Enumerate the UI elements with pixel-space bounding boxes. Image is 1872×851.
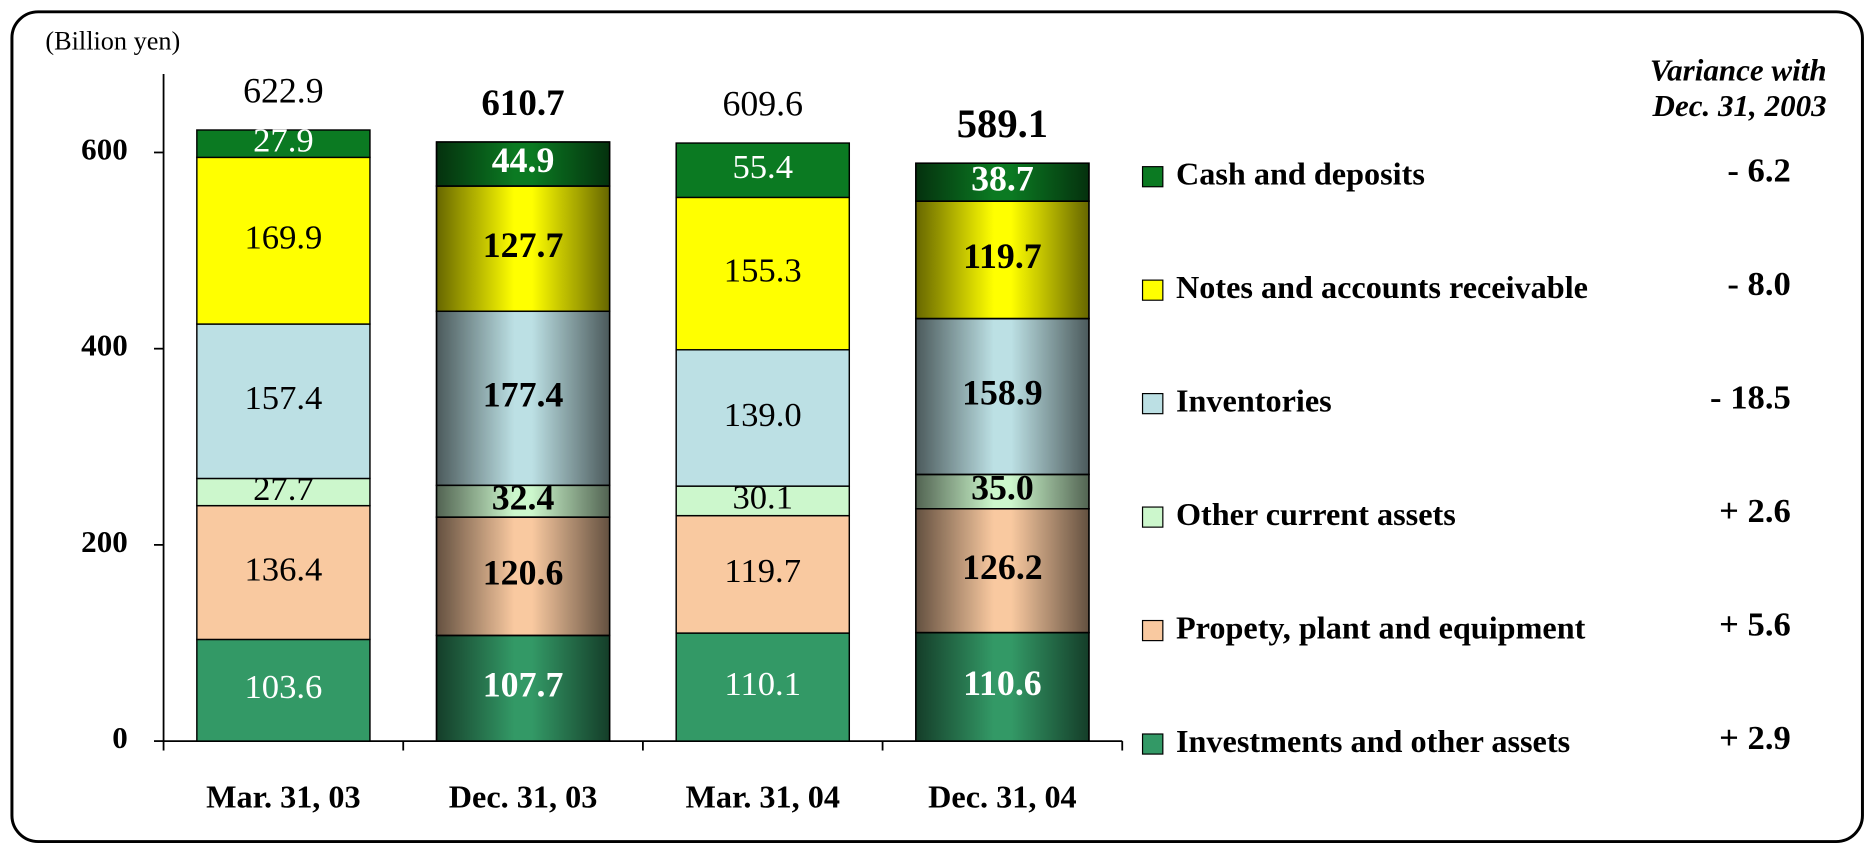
data-label: 169.9 [244,219,322,257]
data-label: 136.4 [244,551,322,589]
data-label: 127.7 [483,225,564,265]
data-label: 177.4 [483,375,564,415]
y-tick-label: 0 [112,720,128,755]
legend-swatch [1141,506,1164,528]
legend-swatch [1141,392,1164,415]
data-label: 158.9 [962,373,1043,413]
variance-value: - 18.5 [1710,379,1791,417]
variance-value: - 8.0 [1727,265,1790,303]
x-tick-label: Mar. 31, 03 [206,779,361,815]
data-label: 139.0 [724,396,802,434]
total-label: 610.7 [481,82,564,123]
legend-swatch [1141,733,1164,755]
variance-value: + 5.6 [1719,606,1791,644]
bar-shade [435,484,611,518]
legend-label: Propety, plant and equipment [1176,610,1586,646]
bar-shade [915,200,1090,320]
data-label: 157.4 [244,379,322,417]
bar-shade [435,516,611,637]
x-tick-label: Mar. 31, 04 [685,779,840,815]
y-tick-label: 600 [81,132,128,167]
legend-swatch [1141,279,1164,301]
total-label: 589.1 [957,101,1048,146]
legend-label: Cash and deposits [1176,156,1425,192]
bar-segment [196,129,371,159]
variance-value: + 2.6 [1719,492,1791,530]
bar-segment [196,504,371,641]
data-label: 155.3 [724,252,802,290]
data-label: 110.6 [963,663,1042,703]
legend-label: Other current assets [1176,496,1456,532]
variance-value: + 2.9 [1719,719,1791,757]
bar-segment [675,632,851,742]
data-label: 103.6 [244,668,322,706]
bar-segment [196,323,371,480]
legend-swatch [1141,619,1164,642]
legend-label: Investments and other assets [1176,723,1570,759]
legend-swatch [1141,166,1164,188]
y-tick-label: 200 [81,524,128,559]
x-tick-label: Dec. 31, 03 [449,779,598,815]
bar-segment [675,514,851,634]
total-label: 622.9 [243,71,324,111]
frame [10,10,1864,844]
bar-shade [915,631,1090,742]
variance-value: - 6.2 [1727,152,1790,190]
data-label: 38.7 [971,158,1034,198]
data-label: 44.9 [492,140,555,180]
bar-shade [435,141,611,187]
data-label: 55.4 [732,148,793,186]
data-label: 107.7 [483,665,564,705]
bar-shade [915,162,1090,202]
x-tick-label: Dec. 31, 04 [928,779,1077,815]
bar-segment [675,349,851,487]
data-label: 120.6 [483,553,564,593]
legend-label: Inventories [1176,383,1332,419]
variance-title: Dec. 31, 2003 [1652,88,1827,123]
data-label: 126.2 [962,547,1043,587]
data-label: 27.9 [253,122,314,160]
bar-shade [435,634,611,742]
bar-shade [915,317,1090,476]
bar-shade [435,310,611,487]
y-tick-label: 400 [81,328,128,363]
y-axis-label: (Billion yen) [45,27,180,56]
bar-shade [435,185,611,313]
data-label: 110.1 [724,665,801,703]
bar-segment [196,638,371,742]
data-label: 119.7 [724,552,801,590]
bar-segment [675,142,851,199]
bar-segment [675,196,851,351]
legend-label: Notes and accounts receivable [1176,269,1588,305]
variance-title: Variance with [1650,52,1827,87]
bar-segment [196,156,371,325]
data-label: 119.7 [963,236,1042,276]
total-label: 609.6 [722,84,803,124]
bar-shade [915,473,1090,510]
